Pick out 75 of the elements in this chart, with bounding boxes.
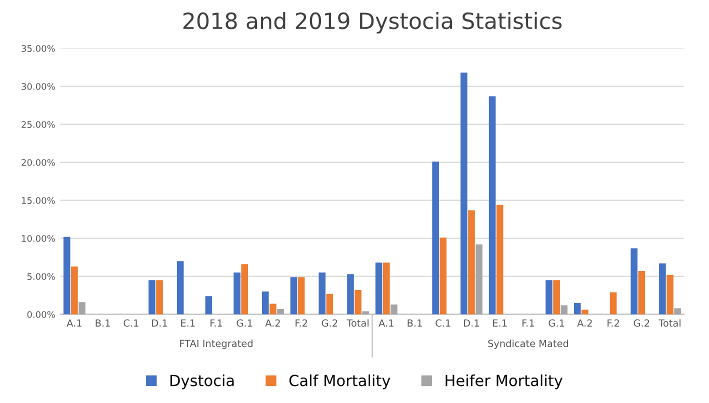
text: Syndicate Mated (488, 340, 568, 350)
y-tick-label: 25.00% (22, 121, 55, 128)
bar (148, 280, 156, 314)
bar (270, 304, 276, 314)
bar (241, 264, 248, 314)
bar (546, 280, 552, 314)
x-tick-label: D.1 (152, 320, 168, 327)
y-tick-label: 35.00% (22, 45, 55, 52)
bar (262, 292, 269, 314)
bar (674, 308, 681, 314)
bar (298, 277, 305, 314)
bar (574, 302, 581, 314)
y-tick-label: 30.00% (22, 83, 55, 90)
bar (488, 96, 496, 314)
bar (234, 272, 240, 314)
x-tick-label: A.2 (265, 319, 280, 327)
x-tick-label: A.1 (378, 320, 394, 327)
bar (460, 72, 468, 314)
y-tick-label: 10.00% (22, 235, 55, 242)
chart-title: 2018 and 2019 Dystocia Statistics (183, 12, 562, 34)
x-tick-label: G.1 (548, 319, 564, 327)
x-tick-label: C.1 (124, 319, 138, 327)
x-tick-label: Total (346, 319, 368, 327)
x-tick-label: E.1 (493, 320, 507, 327)
x-tick-label: F.2 (296, 319, 307, 327)
text: FTAI Integrated (180, 340, 252, 350)
bar (666, 274, 674, 314)
bar (390, 304, 398, 314)
bar (78, 302, 86, 314)
x-tick-label: G.1 (236, 319, 252, 327)
bar (205, 296, 212, 314)
x-tick-label: D.1 (464, 320, 479, 327)
bar (659, 263, 666, 314)
bar (638, 271, 646, 314)
x-tick-label: A.1 (66, 320, 82, 327)
y-tick-label: 5.00% (27, 273, 55, 280)
legend-label: Dystocia (170, 374, 234, 390)
x-tick-label: G.2 (634, 319, 650, 327)
y-tick-label: 0.00% (27, 311, 55, 318)
bar (347, 274, 354, 314)
bar (318, 272, 326, 314)
x-tick-label: G.2 (322, 319, 338, 327)
bar (354, 290, 362, 314)
legend-label: Heifer Mortality (446, 374, 562, 390)
bar (630, 248, 638, 314)
bar (496, 204, 504, 314)
x-tick-label: Total (658, 319, 680, 327)
bar (610, 292, 617, 314)
bar (383, 262, 390, 314)
y-tick-label: 15.00% (22, 197, 55, 204)
legend-label: Calf Mortality (289, 374, 390, 390)
x-tick-label: A.2 (577, 319, 592, 327)
x-tick-label: B.1 (96, 320, 110, 327)
bar (440, 238, 447, 314)
x-tick-label: F.1 (522, 320, 534, 327)
bar (277, 309, 284, 314)
bar (432, 162, 439, 314)
bar (476, 244, 482, 314)
bar (326, 294, 334, 314)
x-tick-label: F.1 (210, 320, 222, 327)
x-tick-label: B.1 (408, 320, 422, 327)
bar (553, 280, 560, 314)
y-tick-label: 20.00% (22, 159, 55, 166)
bar (63, 236, 70, 314)
bar (71, 266, 78, 314)
bar (582, 310, 588, 314)
bar (156, 280, 163, 314)
bar (560, 305, 568, 314)
x-tick-label: C.1 (436, 319, 450, 327)
bar (290, 277, 298, 314)
x-tick-label: F.2 (608, 319, 619, 327)
x-tick-label: E.1 (181, 320, 195, 327)
bar (375, 262, 382, 314)
bar (176, 261, 184, 314)
bar (468, 210, 475, 314)
